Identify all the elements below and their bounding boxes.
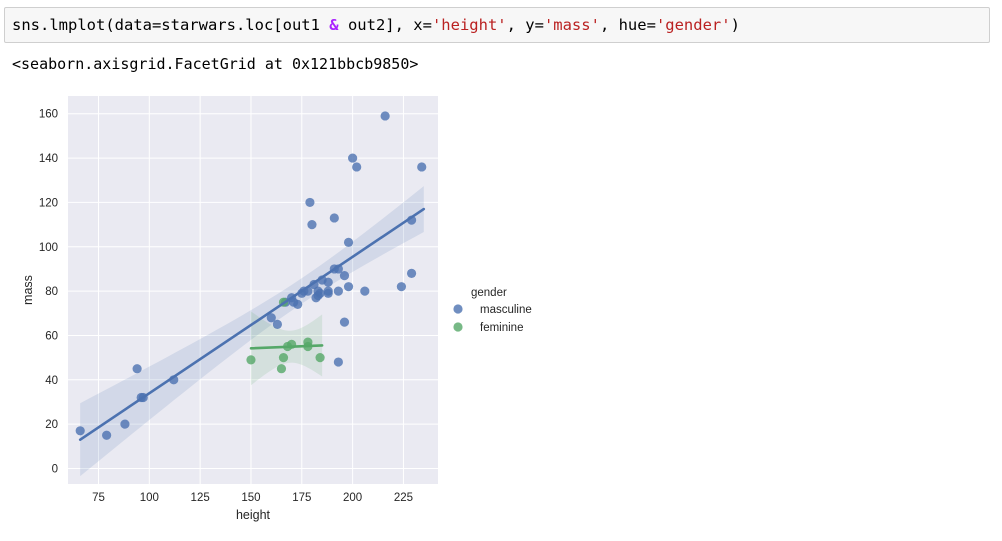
data-point-masculine	[293, 299, 303, 310]
data-point-masculine	[380, 111, 390, 121]
data-point-masculine	[307, 219, 317, 230]
cell-output-text: <seaborn.axisgrid.FacetGrid at 0x121bbcb…	[12, 55, 419, 73]
legend-marker-feminine	[453, 322, 463, 332]
data-point-masculine	[343, 282, 354, 292]
x-tick-label: 75	[92, 492, 105, 504]
y-tick-label: 40	[45, 375, 58, 387]
data-point-masculine	[417, 162, 427, 172]
data-point-masculine	[102, 430, 112, 440]
x-tick-label: 100	[140, 492, 159, 504]
code-operator: &	[329, 16, 339, 34]
data-point-masculine	[120, 419, 130, 429]
data-point-masculine	[272, 319, 282, 329]
code-mid: out2], x=	[338, 16, 432, 34]
plot-area	[68, 96, 438, 484]
confidence-band-masculine	[80, 186, 424, 477]
y-axis-label: mass	[21, 275, 35, 305]
code-cell-input[interactable]: sns.lmplot(data=starwars.loc[out1 & out2…	[4, 7, 990, 43]
code-x-string: 'height'	[431, 16, 507, 34]
code-end: )	[730, 16, 740, 34]
data-point-masculine	[333, 357, 343, 367]
y-tick-label: 60	[45, 330, 58, 342]
regression-line-feminine	[249, 344, 324, 350]
data-point-masculine	[360, 286, 370, 296]
data-point-masculine	[343, 237, 354, 247]
x-tick-label: 225	[394, 492, 413, 504]
y-tick-label: 100	[39, 242, 58, 254]
data-point-feminine	[246, 355, 256, 365]
data-point-masculine	[315, 288, 325, 298]
legend-title: gender	[471, 287, 507, 299]
data-point-masculine	[396, 282, 407, 292]
data-point-masculine	[348, 153, 358, 163]
legend-marker-masculine	[453, 304, 463, 314]
data-point-feminine	[278, 353, 289, 363]
data-point-feminine	[315, 353, 325, 363]
data-point-feminine	[276, 364, 287, 374]
data-point-masculine	[132, 364, 142, 374]
data-point-masculine	[352, 162, 362, 172]
y-tick-label: 120	[39, 197, 58, 209]
x-tick-label: 200	[343, 492, 362, 504]
x-tick-label: 150	[241, 492, 260, 504]
data-point-masculine	[305, 197, 315, 208]
data-point-masculine	[266, 313, 276, 323]
data-point-masculine	[329, 213, 339, 223]
x-axis-label: height	[236, 508, 271, 522]
data-point-masculine	[339, 270, 350, 281]
code-sep1: , y=	[506, 16, 544, 34]
code-y-string: 'mass'	[543, 16, 600, 34]
legend-label-masculine: masculine	[480, 304, 532, 316]
data-point-masculine	[75, 426, 85, 436]
data-point-masculine	[333, 286, 343, 296]
code-hue-string: 'gender'	[655, 16, 731, 34]
data-point-masculine	[406, 268, 417, 278]
data-point-feminine	[303, 337, 313, 347]
y-tick-label: 160	[39, 109, 58, 121]
code-sep2: , hue=	[599, 16, 656, 34]
y-tick-label: 140	[39, 153, 58, 165]
y-tick-label: 20	[45, 419, 58, 431]
y-tick-label: 80	[45, 286, 58, 298]
data-point-masculine	[323, 288, 333, 298]
x-tick-label: 125	[191, 492, 210, 504]
data-point-masculine	[339, 317, 350, 327]
code-fn: sns.lmplot(data=starwars.loc[out1	[12, 16, 330, 34]
regression-line-masculine	[78, 207, 426, 441]
x-tick-label: 175	[292, 492, 311, 504]
y-tick-label: 0	[52, 463, 58, 475]
legend-label-feminine: feminine	[480, 322, 523, 334]
data-point-masculine	[323, 277, 333, 287]
